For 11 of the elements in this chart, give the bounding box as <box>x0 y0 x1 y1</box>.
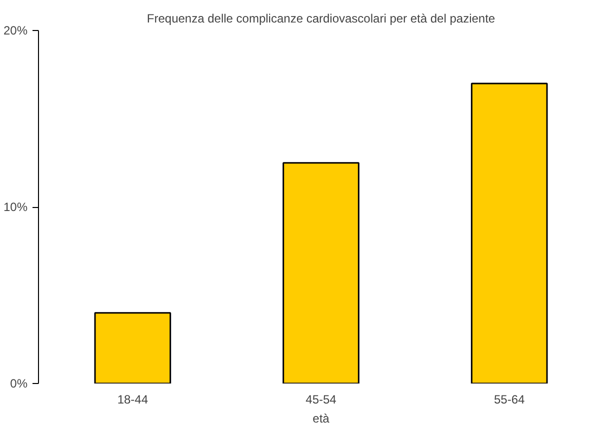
x-tick-label: 45-54 <box>306 392 337 406</box>
bar <box>470 82 548 384</box>
bar <box>282 162 360 384</box>
x-axis-title: età <box>312 412 330 426</box>
y-tick-label: 0% <box>10 376 28 390</box>
bar <box>94 312 172 384</box>
y-tick-label: 10% <box>3 200 28 214</box>
x-tick-label: 55-64 <box>494 392 526 406</box>
y-tick-label: 20% <box>3 24 28 38</box>
x-tick-label: 18-44 <box>117 392 148 406</box>
chart-title: Frequenza delle complicanze cardiovascolari per età del paziente <box>146 12 496 26</box>
